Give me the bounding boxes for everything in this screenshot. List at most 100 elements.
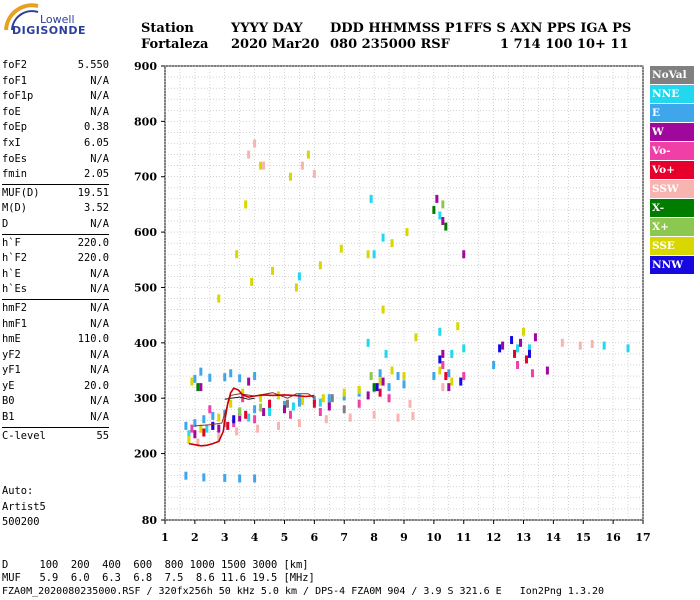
echo-point — [533, 333, 537, 342]
auto-version: 500200 — [2, 516, 40, 529]
autoscaled-trace-line — [188, 387, 315, 447]
y-tick-label: 800 — [134, 115, 157, 128]
echo-point — [330, 394, 334, 403]
echo-point — [441, 217, 445, 226]
echo-point — [306, 150, 310, 159]
echo-point — [238, 374, 242, 383]
x-tick-label: 3 — [221, 531, 229, 544]
echo-point — [259, 161, 263, 170]
echo-point — [193, 374, 197, 383]
echo-point — [235, 250, 239, 259]
echo-point — [519, 338, 523, 347]
echo-point — [447, 383, 451, 392]
echo-point — [545, 366, 549, 375]
param-value: 5.550 — [77, 59, 109, 71]
param-row: fxI 6.05 — [2, 136, 109, 152]
legend-item-x: X- — [650, 199, 694, 217]
echo-point — [414, 333, 418, 342]
echo-point — [590, 339, 594, 348]
echo-point — [271, 266, 275, 275]
autoscaling-info: Auto: Artist5 500200 — [2, 484, 46, 531]
echo-point — [524, 355, 528, 364]
param-row: yF1 N/A — [2, 363, 109, 379]
echo-point — [312, 169, 316, 178]
echo-point — [297, 398, 301, 407]
params-separator — [2, 233, 109, 235]
polarization-legend: NoVal NNE E W Vo- Vo+ SSW X- X+ SSE NNW — [650, 66, 694, 275]
echo-point — [202, 415, 206, 424]
echo-point — [387, 394, 391, 403]
echo-point — [205, 424, 209, 433]
echo-point — [193, 430, 197, 439]
echo-point — [441, 360, 445, 369]
echo-point — [253, 415, 257, 424]
echo-point — [348, 413, 352, 422]
echo-point — [253, 372, 257, 381]
echo-point — [387, 383, 391, 392]
echo-point — [187, 430, 191, 439]
echo-point — [288, 410, 292, 419]
echo-point — [578, 341, 582, 350]
param-name: foE — [2, 105, 21, 118]
echo-point — [217, 432, 221, 441]
echo-point — [297, 419, 301, 428]
echo-point — [441, 200, 445, 209]
echo-point — [527, 349, 531, 358]
echo-point — [408, 399, 412, 408]
param-row: yE 20.0 — [2, 379, 109, 395]
auto-software: Artist5 — [2, 500, 46, 513]
echo-point — [283, 405, 286, 414]
param-name: B0 — [2, 395, 15, 408]
echo-point — [324, 415, 328, 424]
y-tick-label: 200 — [134, 448, 157, 461]
echo-point — [369, 194, 373, 203]
echo-point — [297, 394, 301, 403]
echo-point — [381, 377, 385, 386]
param-value: 19.51 — [77, 186, 109, 199]
echo-point — [238, 413, 242, 422]
echo-point — [184, 421, 188, 430]
echo-point — [438, 327, 442, 336]
param-value: 3.52 — [83, 202, 109, 215]
legend-item-nnw: NNW — [650, 256, 694, 274]
echo-point — [202, 473, 206, 482]
echo-point — [283, 400, 286, 409]
param-row: foEs N/A — [2, 152, 109, 168]
param-value: 110.0 — [77, 333, 109, 346]
echo-point — [372, 250, 376, 259]
footer-muf-row: MUF 5.9 6.0 6.3 6.8 7.5 8.6 11.6 19.5 [M… — [2, 572, 315, 584]
auto-label: Auto: — [2, 485, 34, 497]
header-value-sounding: 1 714 100 10+ 11 — [500, 37, 629, 52]
echo-point — [312, 399, 316, 408]
param-value: N/A — [90, 152, 109, 165]
x-tick-label: 2 — [191, 531, 199, 544]
params-separator — [2, 183, 109, 185]
echo-point — [366, 391, 370, 400]
param-value: N/A — [90, 395, 109, 408]
echo-point — [390, 366, 394, 375]
param-value: 55 — [96, 429, 109, 442]
echo-point — [199, 383, 203, 392]
echo-point — [229, 399, 233, 408]
echo-point — [501, 341, 505, 350]
echo-point — [369, 372, 373, 381]
param-value: 6.05 — [83, 136, 109, 149]
param-name: h`E — [2, 267, 21, 280]
echo-point — [226, 421, 230, 430]
echo-point — [357, 385, 361, 394]
echo-point — [199, 367, 203, 376]
echo-point — [444, 372, 448, 381]
x-tick-label: 8 — [370, 531, 378, 544]
param-name: hmF2 — [2, 301, 28, 314]
echo-point — [211, 411, 215, 420]
echo-point — [396, 372, 400, 381]
echo-point — [372, 410, 376, 419]
params-separator — [2, 426, 109, 428]
y-tick-label: 300 — [134, 392, 157, 405]
echo-point — [208, 405, 212, 414]
station-header: Station YYYY DAY DDD HHMMSS P1 FFS S AXN… — [0, 0, 700, 56]
echo-point — [190, 377, 194, 386]
echo-point — [294, 283, 298, 292]
echo-point — [450, 377, 454, 386]
echo-point — [262, 161, 266, 170]
